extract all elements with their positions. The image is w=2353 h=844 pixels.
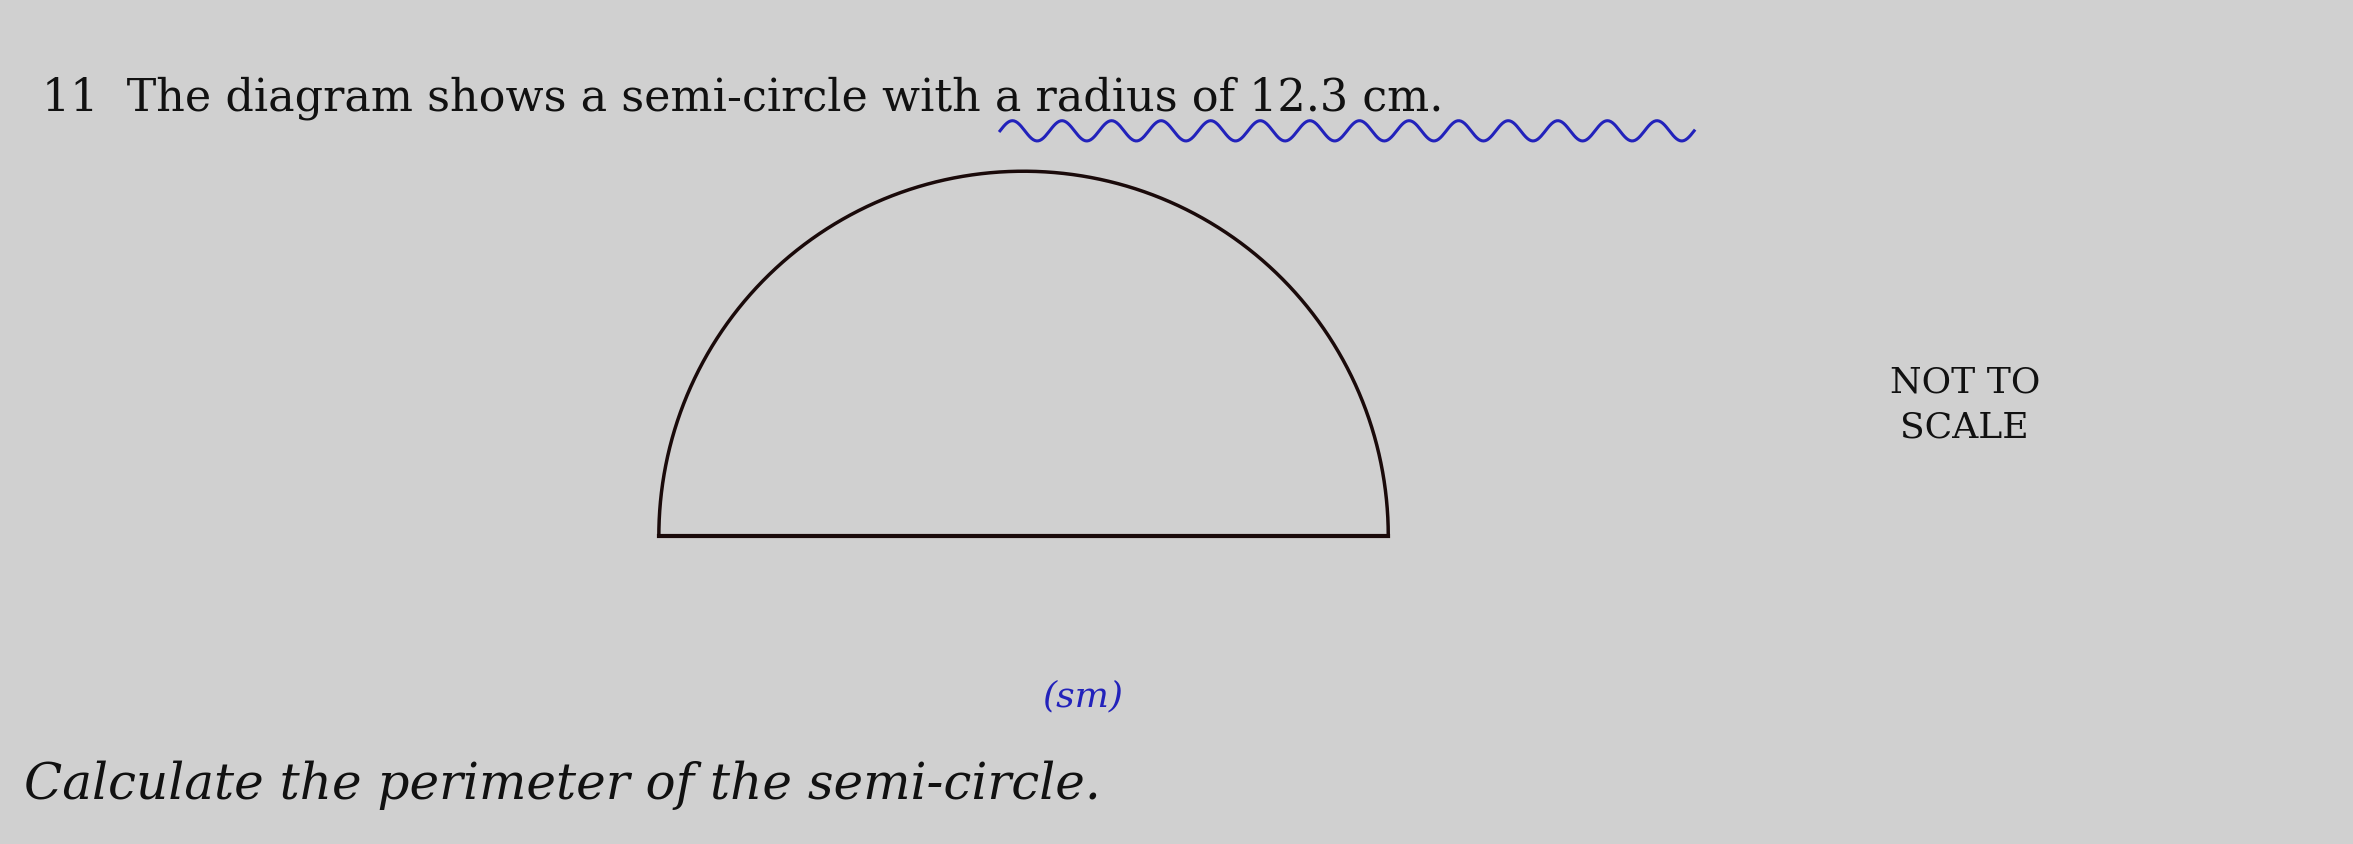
Text: NOT TO
SCALE: NOT TO SCALE bbox=[1889, 365, 2040, 445]
Text: Calculate the perimeter of the semi-circle.: Calculate the perimeter of the semi-circ… bbox=[24, 760, 1101, 810]
Text: (sm): (sm) bbox=[1042, 679, 1122, 713]
Text: 11  The diagram shows a semi-circle with a radius of 12.3 cm.: 11 The diagram shows a semi-circle with … bbox=[42, 76, 1445, 120]
